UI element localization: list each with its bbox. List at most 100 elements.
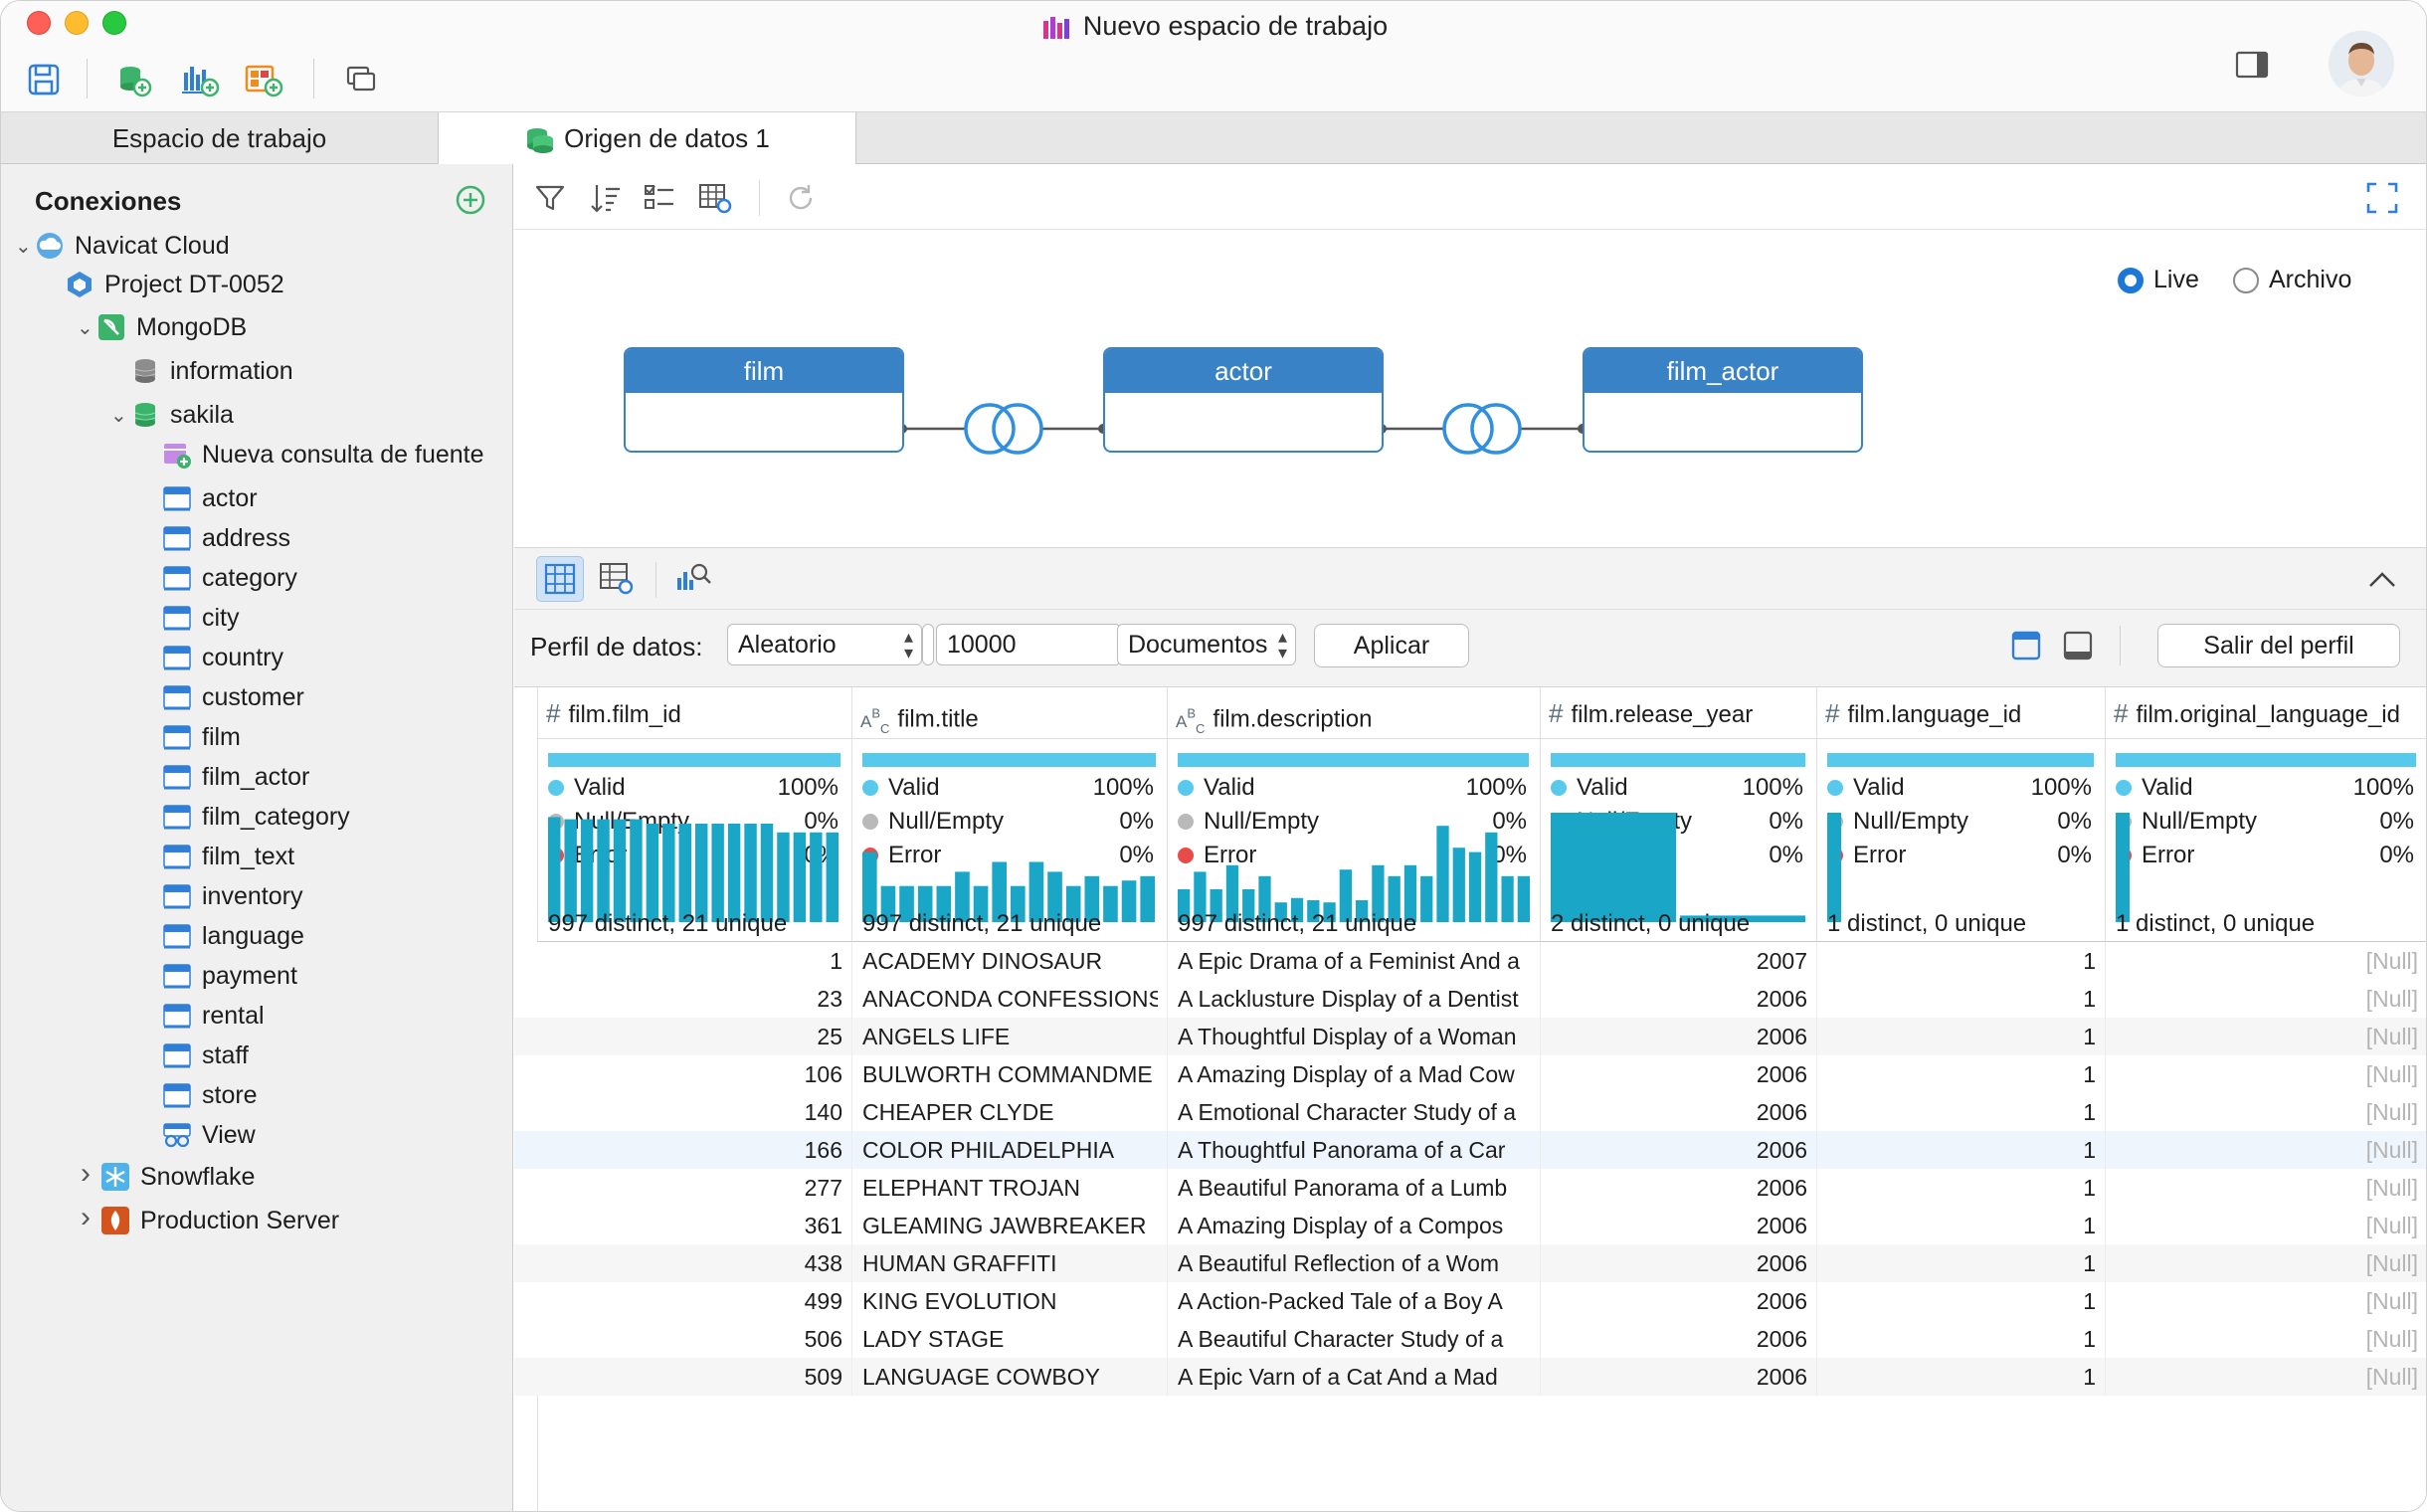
add-connection-button[interactable] — [455, 184, 486, 221]
tree-item-project-dt-0052[interactable]: Project DT-0052 — [65, 267, 284, 302]
toggle-sidebar-button[interactable] — [2229, 45, 2275, 87]
table-cell[interactable]: 506 — [804, 1326, 842, 1352]
table-cell[interactable]: [Null] — [2365, 1364, 2418, 1390]
table-cell[interactable]: A Lacklusture Display of a Dentist — [1178, 986, 1519, 1012]
table-cell[interactable]: CHEAPER CLYDE — [862, 1099, 1054, 1125]
table-cell[interactable]: [Null] — [2365, 1288, 2418, 1314]
table-cell[interactable]: [Null] — [2365, 948, 2418, 974]
node-film[interactable]: film — [624, 347, 904, 453]
table-row[interactable]: 438 HUMAN GRAFFITI A Beautiful Reflection … — [514, 1244, 2426, 1282]
table-cell[interactable]: A Thoughtful Display of a Woman — [1178, 1024, 1517, 1049]
tree-item-store[interactable]: store — [162, 1077, 258, 1113]
table-row[interactable]: 361 GLEAMING JAWBREAKER A Amazing Display … — [514, 1207, 2426, 1244]
table-cell[interactable]: [Null] — [2365, 1061, 2418, 1087]
table-cell[interactable]: 140 — [804, 1099, 842, 1125]
chevron-down-icon[interactable]: ⌄ — [15, 236, 32, 258]
table-cell[interactable]: 23 — [817, 986, 842, 1012]
table-cell[interactable]: [Null] — [2365, 1175, 2418, 1201]
sort-button[interactable] — [588, 180, 624, 216]
tree-item-film[interactable]: film — [162, 719, 241, 755]
table-cell[interactable]: 1 — [2083, 1364, 2096, 1390]
table-cell[interactable]: 2006 — [1756, 1137, 1807, 1163]
table-cell[interactable]: COLOR PHILADELPHIA — [862, 1137, 1115, 1163]
table-row[interactable]: 509 LANGUAGE COWBOY A Epic Varn of a Cat A… — [514, 1358, 2426, 1396]
table-row[interactable]: 277 ELEPHANT TROJAN A Beautiful Panorama o… — [514, 1169, 2426, 1207]
table-cell[interactable]: A Beautiful Panorama of a Lumb — [1178, 1175, 1508, 1201]
column-header-film-description[interactable]: ABC film.description — [1168, 687, 1541, 739]
table-cell[interactable]: 499 — [804, 1288, 842, 1314]
table-cell[interactable]: A Amazing Display of a Compos — [1178, 1213, 1504, 1238]
select-fields-button[interactable] — [642, 180, 677, 216]
table-cell[interactable]: ACADEMY DINOSAUR — [862, 948, 1103, 974]
table-cell[interactable]: KING EVOLUTION — [862, 1288, 1057, 1314]
tree-item-actor[interactable]: actor — [162, 480, 258, 516]
table-cell[interactable]: 1 — [2083, 1250, 2096, 1276]
table-cell[interactable]: 2006 — [1756, 1213, 1807, 1238]
table-cell[interactable]: [Null] — [2365, 1099, 2418, 1125]
table-cell[interactable]: 277 — [804, 1175, 842, 1201]
table-cell[interactable]: A Epic Drama of a Feminist And a — [1178, 948, 1520, 974]
column-header-film-title[interactable]: ABC film.title — [852, 687, 1168, 739]
collapse-button[interactable] — [2362, 560, 2402, 600]
file-radio[interactable]: Archivo — [2233, 266, 2351, 294]
table-cell[interactable]: 2006 — [1756, 1024, 1807, 1049]
live-radio[interactable]: Live — [2118, 266, 2199, 294]
chevron-down-icon[interactable]: ⌄ — [110, 405, 127, 427]
table-cell[interactable]: 1 — [2083, 1099, 2096, 1125]
close-window-button[interactable] — [27, 11, 51, 35]
table-cell[interactable]: A Beautiful Reflection of a Wom — [1178, 1250, 1500, 1276]
tab-data-source[interactable]: Origen de datos 1 — [439, 112, 856, 165]
sampling-select[interactable]: Aleatorio ▴ ▾ — [727, 624, 922, 665]
tree-item-city[interactable]: city — [162, 600, 240, 636]
table-cell[interactable]: GLEAMING JAWBREAKER — [862, 1213, 1147, 1238]
table-cell[interactable]: 2006 — [1756, 1061, 1807, 1087]
table-cell[interactable]: 1 — [2083, 1326, 2096, 1352]
new-data-source-button[interactable] — [110, 59, 156, 100]
table-cell[interactable]: A Amazing Display of a Mad Cow — [1178, 1061, 1515, 1087]
tree-item-category[interactable]: category — [162, 560, 297, 596]
table-cell[interactable]: [Null] — [2365, 1213, 2418, 1238]
tab-workspace[interactable]: Espacio de trabajo — [1, 112, 439, 164]
table-cell[interactable]: LANGUAGE COWBOY — [862, 1364, 1100, 1390]
table-cell[interactable]: 2006 — [1756, 1288, 1807, 1314]
table-cell[interactable]: 2006 — [1756, 1099, 1807, 1125]
column-header-film-release-year[interactable]: # film.release_year — [1541, 687, 1817, 739]
table-cell[interactable]: 2007 — [1756, 948, 1807, 974]
table-cell[interactable]: 25 — [817, 1024, 842, 1049]
column-header-film-film-id[interactable]: # film.film_id — [538, 687, 852, 739]
tree-item-information[interactable]: information — [130, 353, 293, 389]
grid-view-button[interactable] — [536, 556, 584, 602]
table-row[interactable]: 506 LADY STAGE A Beautiful Character Study… — [514, 1320, 2426, 1358]
chevron-right-icon[interactable]: › — [81, 1201, 91, 1233]
filter-button[interactable] — [532, 180, 568, 216]
table-cell[interactable]: 1 — [2083, 948, 2096, 974]
tree-item-payment[interactable]: payment — [162, 958, 297, 994]
tree-item-nueva-consulta-de-fuente[interactable]: Nueva consulta de fuente — [162, 437, 484, 472]
table-cell[interactable]: 1 — [830, 948, 842, 974]
tree-item-navicat-cloud[interactable]: Navicat Cloud — [35, 228, 230, 264]
chevron-right-icon[interactable]: › — [81, 1157, 91, 1190]
new-dashboard-button[interactable] — [240, 59, 285, 100]
tree-item-production-server[interactable]: Production Server — [100, 1203, 339, 1238]
table-cell[interactable]: [Null] — [2365, 986, 2418, 1012]
table-cell[interactable]: 2006 — [1756, 1250, 1807, 1276]
table-cell[interactable]: 1 — [2083, 1175, 2096, 1201]
table-row[interactable]: 499 KING EVOLUTION A Action-Packed Tale of… — [514, 1282, 2426, 1320]
inner-join-icon[interactable] — [964, 403, 1043, 455]
table-cell[interactable]: [Null] — [2365, 1137, 2418, 1163]
tree-item-sakila[interactable]: sakila — [130, 397, 234, 433]
table-cell[interactable]: ANGELS LIFE — [862, 1024, 1011, 1049]
tree-item-inventory[interactable]: inventory — [162, 878, 302, 914]
table-cell[interactable]: 361 — [804, 1213, 842, 1238]
tree-item-language[interactable]: language — [162, 918, 304, 954]
tree-item-film-actor[interactable]: film_actor — [162, 759, 309, 795]
table-cell[interactable]: 2006 — [1756, 1175, 1807, 1201]
table-cell[interactable]: A Beautiful Character Study of a — [1178, 1326, 1504, 1352]
table-cell[interactable]: 2006 — [1756, 1326, 1807, 1352]
inner-join-icon[interactable] — [1442, 403, 1522, 455]
minimize-window-button[interactable] — [65, 11, 89, 35]
new-chart-button[interactable] — [176, 59, 222, 100]
table-cell[interactable]: HUMAN GRAFFITI — [862, 1250, 1057, 1276]
apply-button[interactable]: Aplicar — [1314, 624, 1469, 667]
tree-item-customer[interactable]: customer — [162, 679, 304, 715]
